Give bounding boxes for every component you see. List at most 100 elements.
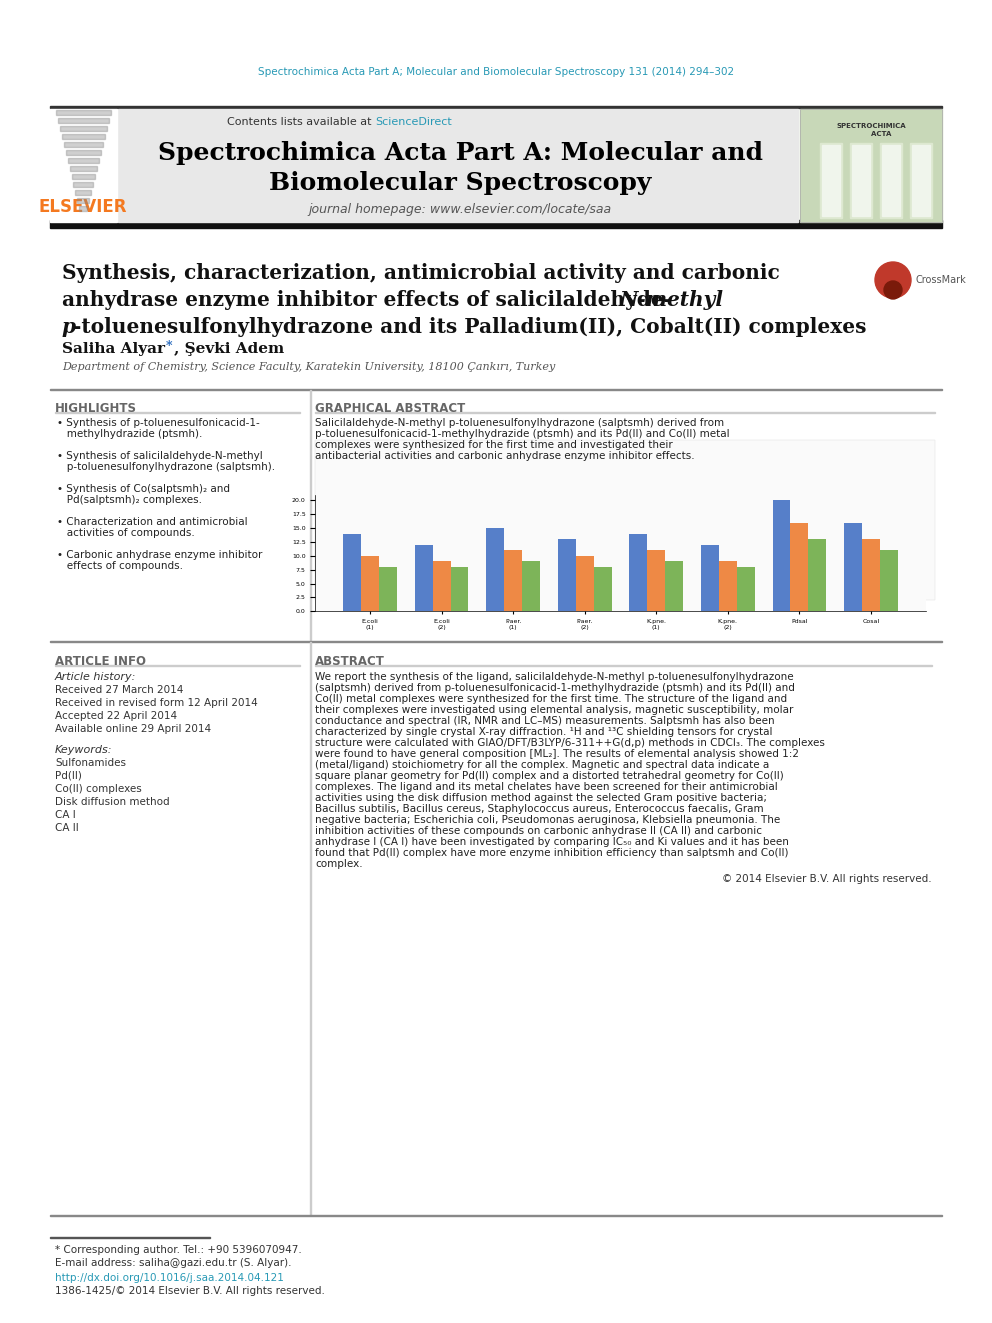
Bar [800,108,942,222]
Bar [852,146,870,216]
Text: GRAPHICAL ABSTRACT: GRAPHICAL ABSTRACT [315,402,465,415]
Bar [70,165,97,171]
Text: ABSTRACT: ABSTRACT [315,655,385,668]
Text: activities of compounds.: activities of compounds. [57,528,194,538]
Text: p-toluenesulfonicacid-1-methylhydrazide (ptsmh) and its Pd(II) and Co(II) metal: p-toluenesulfonicacid-1-methylhydrazide … [315,429,730,439]
Text: Article history:: Article history: [55,672,136,681]
Bar [75,191,91,194]
Text: CA II: CA II [55,823,78,833]
Bar [912,146,930,216]
Text: http://dx.doi.org/10.1016/j.saa.2014.04.121: http://dx.doi.org/10.1016/j.saa.2014.04.… [55,1273,284,1283]
Bar [504,550,522,611]
Bar [50,106,942,108]
Bar [60,126,107,131]
Bar [64,142,103,147]
Text: CrossMark: CrossMark [915,275,966,284]
Bar [56,110,111,115]
Bar [808,540,826,611]
Circle shape [875,262,911,298]
Bar [315,441,935,601]
Text: methylhydrazide (ptsmh).: methylhydrazide (ptsmh). [57,429,202,439]
Text: Spectrochimica Acta Part A: Molecular and
Biomolecular Spectroscopy: Spectrochimica Acta Part A: Molecular an… [158,142,763,194]
Text: • Synthesis of salicilaldehyde-N-methyl: • Synthesis of salicilaldehyde-N-methyl [57,451,263,460]
Bar [862,540,880,611]
Bar [66,149,101,155]
Text: their complexes were investigated using elemental analysis, magnetic susceptibil: their complexes were investigated using … [315,705,794,714]
Text: CA I: CA I [55,810,75,820]
Bar [486,528,504,611]
Bar [575,556,593,611]
Text: activities using the disk diffusion method against the selected Gram positive ba: activities using the disk diffusion meth… [315,792,767,803]
Bar [880,550,898,611]
Bar [361,556,379,611]
Text: effects of compounds.: effects of compounds. [57,561,183,572]
Text: • Characterization and antimicrobial: • Characterization and antimicrobial [57,517,248,527]
Text: complexes were synthesized for the first time and investigated their: complexes were synthesized for the first… [315,441,673,450]
Bar [379,566,397,611]
Bar [68,157,99,163]
Text: Disk diffusion method: Disk diffusion method [55,796,170,807]
Bar [719,561,737,611]
Text: * Corresponding author. Tel.: +90 5396070947.: * Corresponding author. Tel.: +90 539607… [55,1245,302,1256]
Bar [72,175,95,179]
Bar [820,143,842,218]
Text: (metal/ligand) stoichiometry for all the complex. Magnetic and spectral data ind: (metal/ligand) stoichiometry for all the… [315,759,769,770]
Text: E-mail address: saliha@gazi.edu.tr (S. Alyar).: E-mail address: saliha@gazi.edu.tr (S. A… [55,1258,292,1267]
Bar [62,134,105,139]
Text: complexes. The ligand and its metal chelates have been screened for their antimi: complexes. The ligand and its metal chel… [315,782,778,792]
Bar [773,500,791,611]
Bar [880,143,902,218]
Bar [882,146,900,216]
Bar [522,561,540,611]
Text: -toluenesulfonylhydrazone and its Palladium(II), Cobalt(II) complexes: -toluenesulfonylhydrazone and its Pallad… [73,318,866,337]
Bar [822,146,840,216]
Text: Pd(salptsmh)₂ complexes.: Pd(salptsmh)₂ complexes. [57,495,202,505]
Text: negative bacteria; Escherichia coli, Pseudomonas aeruginosa, Klebsiella pneumoni: negative bacteria; Escherichia coli, Pse… [315,815,781,826]
Bar [343,533,361,611]
Text: Saliha Alyar: Saliha Alyar [62,343,165,356]
Text: conductance and spectral (IR, NMR and LC–MS) measurements. Salptsmh has also bee: conductance and spectral (IR, NMR and LC… [315,716,775,726]
Text: p: p [62,318,76,337]
Text: • Synthesis of Co(salptsmh)₂ and: • Synthesis of Co(salptsmh)₂ and [57,484,230,493]
Text: square planar geometry for Pd(II) complex and a distorted tetrahedral geometry f: square planar geometry for Pd(II) comple… [315,771,784,781]
Text: Pd(II): Pd(II) [55,771,82,781]
Text: We report the synthesis of the ligand, salicilaldehyde-N-methyl p-toluenesulfony: We report the synthesis of the ligand, s… [315,672,794,681]
Bar [433,561,450,611]
Text: *: * [166,340,173,353]
Text: • Carbonic anhydrase enzyme inhibitor: • Carbonic anhydrase enzyme inhibitor [57,550,262,560]
Bar [844,523,862,611]
Bar [450,566,468,611]
Text: SPECTROCHIMICA
        ACTA: SPECTROCHIMICA ACTA [836,123,906,136]
Text: antibacterial activities and carbonic anhydrase enzyme inhibitor effects.: antibacterial activities and carbonic an… [315,451,694,460]
Text: 1386-1425/© 2014 Elsevier B.V. All rights reserved.: 1386-1425/© 2014 Elsevier B.V. All right… [55,1286,324,1297]
Text: characterized by single crystal X-ray diffraction. ¹H and ¹³C shielding tensors : characterized by single crystal X-ray di… [315,728,773,737]
Text: structure were calculated with GIAO/DFT/B3LYP/6-311++G(d,p) methods in CDCl₃. Th: structure were calculated with GIAO/DFT/… [315,738,825,747]
Text: Co(II) metal complexes were synthesized for the first time. The structure of the: Co(II) metal complexes were synthesized … [315,695,787,704]
Text: (salptsmh) derived from p-toluenesulfonicacid-1-methylhydrazide (ptsmh) and its : (salptsmh) derived from p-toluenesulfoni… [315,683,795,693]
Bar [79,206,87,210]
Bar [737,566,755,611]
Bar [800,108,942,222]
Text: Co(II) complexes: Co(II) complexes [55,785,142,794]
Bar [701,545,719,611]
Bar [415,545,433,611]
Text: Department of Chemistry, Science Faculty, Karatekin University, 18100 Çankırı, T: Department of Chemistry, Science Faculty… [62,363,556,372]
Text: p-toluenesulfonylhydrazone (salptsmh).: p-toluenesulfonylhydrazone (salptsmh). [57,462,275,472]
Bar [310,390,311,640]
Bar [73,183,93,187]
Text: journal homepage: www.elsevier.com/locate/saa: journal homepage: www.elsevier.com/locat… [309,204,611,217]
Text: were found to have general composition [ML₂]. The results of elemental analysis : were found to have general composition [… [315,749,799,759]
Bar [50,108,117,222]
Text: , Şevki Adem: , Şevki Adem [174,343,285,356]
Text: HIGHLIGHTS: HIGHLIGHTS [55,402,137,415]
Bar [558,540,575,611]
Text: Keywords:: Keywords: [55,745,112,755]
Text: Received in revised form 12 April 2014: Received in revised form 12 April 2014 [55,699,258,708]
Bar [77,198,89,202]
Bar [648,550,666,611]
Text: • Synthesis of p-toluenesulfonicacid-1-: • Synthesis of p-toluenesulfonicacid-1- [57,418,260,429]
Text: Salicilaldehyde-N-methyl p-toluenesulfonylhydrazone (salptsmh) derived from: Salicilaldehyde-N-methyl p-toluenesulfon… [315,418,724,429]
Text: Available online 29 April 2014: Available online 29 April 2014 [55,724,211,734]
Text: Bacillus subtilis, Bacillus cereus, Staphylococcus aureus, Enterococcus faecalis: Bacillus subtilis, Bacillus cereus, Stap… [315,804,764,814]
Text: Sulfonamides: Sulfonamides [55,758,126,767]
